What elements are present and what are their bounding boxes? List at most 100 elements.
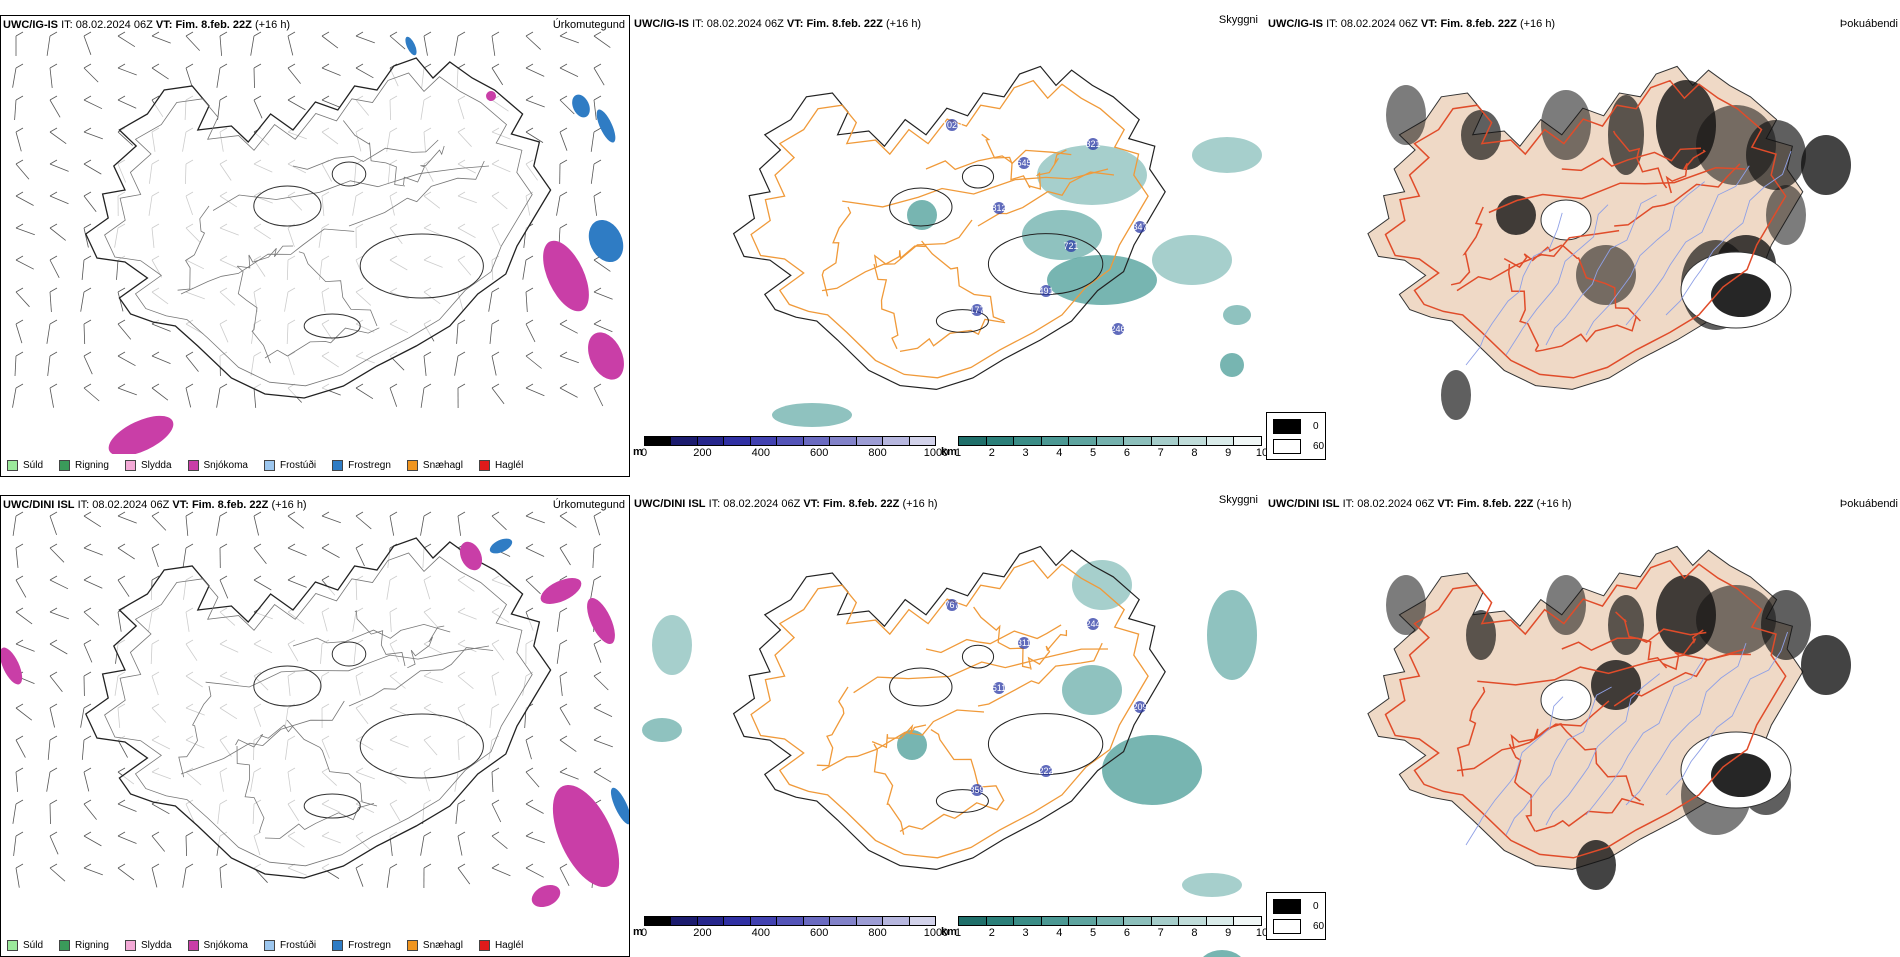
fog-map [1266, 15, 1900, 477]
wind-barb-flag [118, 96, 125, 100]
wind-barb-flag [50, 96, 57, 100]
wind-barb [560, 356, 579, 363]
wind-barb [560, 100, 574, 114]
wind-barb [84, 612, 99, 625]
wind-barb [50, 708, 55, 728]
wind-barb [152, 68, 169, 79]
wind-barb-flag [492, 320, 499, 324]
wind-barb [186, 68, 192, 87]
wind-barb [81, 292, 84, 312]
wind-barb-flag [118, 800, 125, 804]
wind-barb [16, 708, 32, 720]
fog-indicator-area [1766, 185, 1806, 245]
wind-barb [16, 612, 32, 624]
colorbar-tick-label: 3 [1022, 927, 1028, 939]
wind-barb [183, 548, 186, 568]
wind-barb [16, 868, 19, 888]
ceiling-label: 177 [969, 305, 984, 315]
wind-barb-flag [186, 64, 193, 68]
wind-barb-flag [118, 288, 125, 292]
wind-barb-flag [152, 384, 159, 388]
wind-barb [594, 740, 613, 747]
ceiling-label: 511 [992, 683, 1006, 693]
colorbar-tick-label: 3 [1022, 447, 1028, 459]
colorbar-cell [1069, 437, 1097, 445]
wind-barb [14, 836, 16, 856]
wind-barb-flag [594, 128, 601, 132]
wind-barb [183, 868, 186, 888]
wind-barb [560, 68, 578, 77]
colorbar-tick-label: 9 [1225, 927, 1231, 939]
wind-barb [16, 580, 26, 597]
wind-barb [16, 644, 35, 651]
iceland-coastline [86, 58, 551, 398]
wind-barb-flag [322, 544, 329, 548]
wind-barb-flag [424, 352, 431, 356]
wind-barb-flag [492, 384, 499, 388]
wind-barb [254, 68, 255, 88]
wind-barb [458, 836, 462, 856]
wind-barb [152, 516, 166, 530]
colorbar-tick-label: 200 [693, 927, 711, 939]
wind-barb-flag [458, 832, 465, 836]
wind-barb [421, 836, 424, 856]
legend-swatch [125, 460, 136, 471]
precip-area [593, 107, 619, 145]
wind-barb-flag [16, 608, 23, 612]
wind-barb-flag [118, 832, 125, 836]
iceland-coastline [86, 538, 551, 878]
wind-barb-flag [16, 736, 23, 740]
wind-barb-flag [526, 64, 533, 68]
wind-barb [356, 388, 373, 399]
colorbar-cell [777, 437, 803, 445]
wind-barb-flag [254, 32, 261, 36]
ceiling-label: 491 [1038, 286, 1053, 296]
colorbar-cells [958, 436, 1262, 446]
wind-barb-flag [152, 32, 159, 36]
colorbar-cell [1179, 437, 1207, 445]
wind-barb-flag [424, 544, 431, 548]
wind-barb-flag [84, 32, 91, 36]
fog-indicator-core [1711, 753, 1771, 797]
wind-barb-flag [152, 64, 159, 68]
colorbar-tick-label: 600 [810, 927, 828, 939]
colorbar-tick-label: 600 [810, 447, 828, 459]
wind-barb [220, 36, 222, 56]
fog-indicator-area [1801, 135, 1851, 195]
wind-barb [50, 196, 69, 204]
wind-barb-flag [322, 512, 329, 516]
wind-barb [84, 164, 101, 174]
colorbar-tick-label: 400 [752, 447, 770, 459]
wind-barb [560, 132, 567, 151]
wind-barb-flag [84, 768, 91, 772]
wind-barb [220, 580, 228, 598]
wind-barb-flag [424, 384, 431, 388]
wind-barb-flag [560, 512, 567, 516]
fog-indicator-area [1761, 590, 1811, 660]
wind-barb-flag [152, 832, 159, 836]
colorbar-cell [1097, 917, 1125, 925]
colorbar-cell [698, 917, 724, 925]
colorbar-tick-label: 5 [1090, 447, 1096, 459]
low-visibility-area [1102, 735, 1202, 805]
wind-barb [390, 388, 397, 407]
wind-barb [84, 36, 91, 55]
wind-barb-flag [152, 864, 159, 868]
wind-barb-flag [50, 832, 57, 836]
legend-item: Snæhagl [407, 460, 463, 471]
wind-barb-flag [424, 64, 431, 68]
wind-barb-flag [16, 640, 23, 644]
wind-barb-flag [526, 96, 533, 100]
wind-barb-flag [50, 256, 57, 260]
wind-barb [288, 580, 307, 587]
wind-barb-flag [50, 544, 57, 548]
wind-barb-flag [16, 256, 23, 260]
wind-barb [217, 68, 220, 88]
wind-barb [13, 804, 16, 824]
wind-barb [84, 324, 85, 344]
wind-barb [16, 132, 21, 151]
wind-barb-flag [220, 576, 227, 580]
legend-label: Frostregn [348, 940, 391, 951]
wind-barb [16, 196, 34, 206]
